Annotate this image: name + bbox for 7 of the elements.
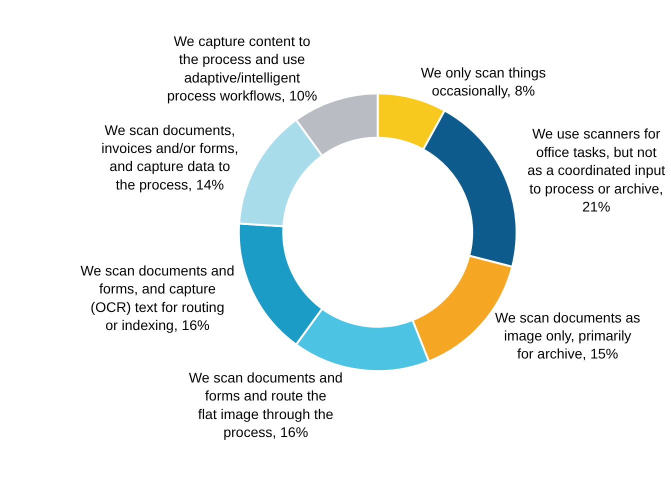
slice-label: We scan documents as image only, primarily for archive, 15% (495, 309, 640, 362)
slice-label: We capture content to the process and use adaptive/intelligent process workflows, 10% (166, 32, 318, 104)
slice-label: We scan documents and forms, and capture (OCR) text for routing or indexing, 16% (80, 262, 234, 334)
slice-label: We only scan things occasionally, 8% (420, 64, 546, 99)
slice-label: We use scanners for office tasks, but not as a coordinated input to process or archive, 21% (527, 126, 666, 214)
slice-label: We scan documents and forms and route the flat image through the process, 16% (188, 369, 343, 440)
slice-label: We scan documents, invoices and/or forms, and capture data to the process, 14% (101, 122, 238, 192)
